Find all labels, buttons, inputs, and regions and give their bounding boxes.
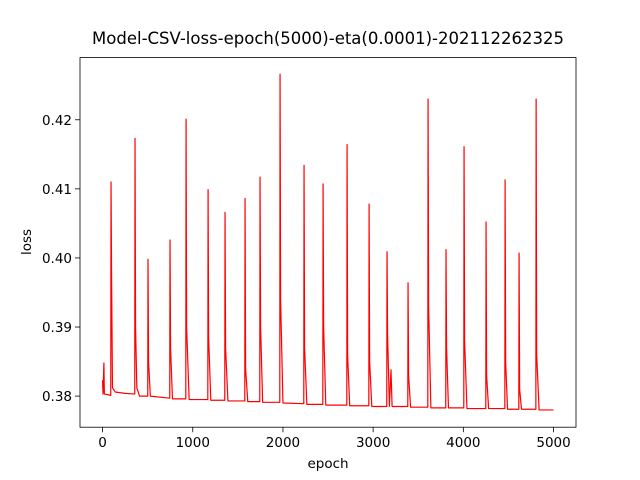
x-tick-label: 5000 [536, 435, 570, 451]
x-tick-label: 0 [98, 435, 107, 451]
chart-title: Model-CSV-loss-epoch(5000)-eta(0.0001)-2… [92, 29, 564, 48]
x-tick-label: 2000 [266, 435, 300, 451]
x-tick-label: 3000 [356, 435, 390, 451]
plot-frame [79, 57, 577, 428]
y-tick-label: 0.38 [42, 389, 72, 405]
y-tick-label: 0.40 [42, 251, 72, 267]
y-tick-label: 0.41 [42, 182, 72, 198]
x-tick-label: 1000 [176, 435, 210, 451]
x-tick-label: 4000 [446, 435, 480, 451]
loss-line [101, 73, 554, 411]
y-axis-label: loss [19, 229, 35, 255]
y-tick-label: 0.39 [42, 320, 72, 336]
x-axis-label: epoch [307, 456, 348, 472]
y-tick-label: 0.42 [42, 113, 72, 129]
